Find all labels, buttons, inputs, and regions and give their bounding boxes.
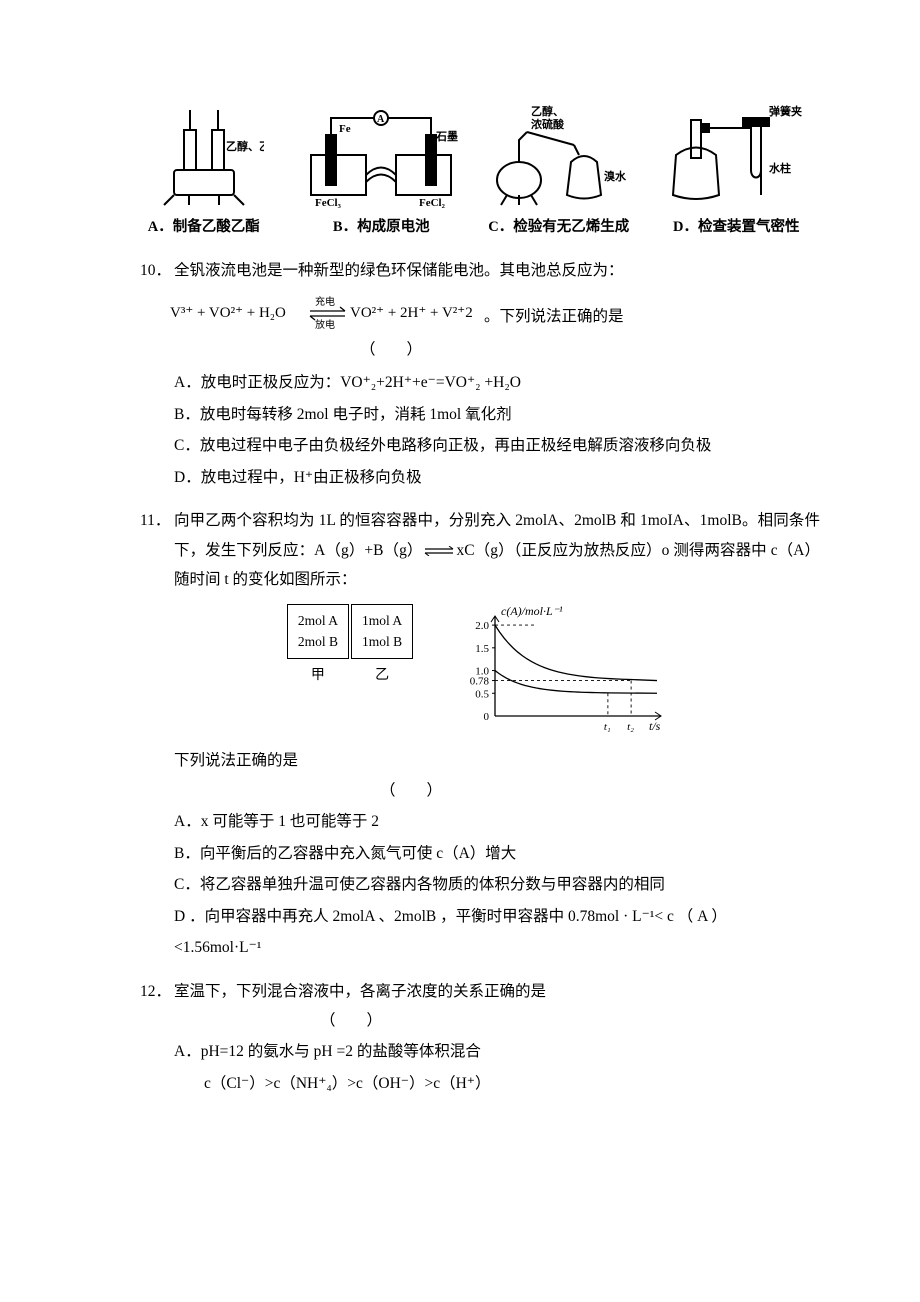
svg-text:弹簧夹: 弹簧夹 bbox=[769, 104, 802, 118]
q11-boxes: 2mol A 2mol B 1mol A 1mol B 甲 乙 bbox=[287, 604, 413, 734]
svg-text:放电: 放电 bbox=[315, 318, 335, 331]
q11-option-d-line1: D ．向甲容器中再充人 2molA 、2molB ，平衡时甲容器中 0.78mo… bbox=[174, 902, 820, 931]
q11-box-yi-l2: 1mol B bbox=[362, 632, 402, 652]
q11-box-label-yi: 乙 bbox=[375, 663, 389, 690]
q10-option-b: B．放电时每转移 2mol 电子时，消耗 1mol 氧化剂 bbox=[174, 400, 820, 429]
q11-box-jiao-l2: 2mol B bbox=[298, 632, 338, 652]
q12-intro: 室温下，下列混合溶液中，各离子浓度的关系正确的是 bbox=[174, 977, 820, 1006]
svg-text:VO²⁺ + 2H⁺ + V²⁺2: VO²⁺ + 2H⁺ + V²⁺2 bbox=[350, 305, 473, 321]
svg-text:浓硫酸: 浓硫酸 bbox=[531, 117, 565, 131]
q11-option-c: C．将乙容器单独升温可使乙容器内各物质的体积分数与甲容器内的相同 bbox=[174, 870, 820, 899]
svg-text:0.5: 0.5 bbox=[475, 689, 489, 701]
q11-paren: （ ） bbox=[380, 776, 820, 805]
q10-equation: V³⁺ + VO²⁺ + H₂O 充电 放电 VO²⁺ + 2H⁺ + V²⁺2… bbox=[170, 291, 820, 331]
figure-d: 弹簧夹 水柱 D．检查装置气密性 bbox=[653, 100, 821, 242]
svg-text:V³⁺ + VO²⁺ + H₂O: V³⁺ + VO²⁺ + H₂O bbox=[170, 305, 286, 321]
svg-text:1.5: 1.5 bbox=[475, 643, 489, 655]
figure-b-caption: B．构成原电池 bbox=[298, 214, 466, 242]
q11-box-jiao: 2mol A 2mol B bbox=[287, 604, 349, 659]
figure-c: 乙醇、 浓硫酸 溴水 C．检验有无乙烯生成 bbox=[475, 100, 643, 242]
q12-option-a-line2: c（Cl⁻）>c（NH⁺₄）>c（OH⁻）>c（H⁺） bbox=[204, 1069, 820, 1098]
figure-d-caption: D．检查装置气密性 bbox=[653, 214, 821, 242]
q11-statement: 下列说法正确的是 bbox=[174, 746, 820, 775]
q11-box-yi-l1: 1mol A bbox=[362, 611, 402, 631]
question-11: 11． 向甲乙两个容积均为 1L 的恒容容器中，分别充入 2molA、2molB… bbox=[140, 506, 820, 962]
svg-text:t/s: t/s bbox=[649, 719, 661, 733]
figure-a-caption: A．制备乙酸乙酯 bbox=[120, 214, 288, 242]
question-10: 10． 全钒液流电池是一种新型的绿色环保储能电池。其电池总反应为： V³⁺ + … bbox=[140, 256, 820, 493]
q10-option-d: D．放电过程中，H⁺由正极移向负极 bbox=[174, 463, 820, 492]
q11-box-yi: 1mol A 1mol B bbox=[351, 604, 413, 659]
svg-text:乙醇、: 乙醇、 bbox=[531, 104, 564, 118]
figure-b: A Fe 石墨 FeCl₃ FeCl₂ B．构成原电池 bbox=[298, 100, 466, 242]
q11-figure-row: 2mol A 2mol B 1mol A 1mol B 甲 乙 c(A)/mol… bbox=[140, 604, 820, 734]
svg-text:充电: 充电 bbox=[315, 295, 335, 308]
svg-text:水柱: 水柱 bbox=[769, 161, 791, 175]
svg-text:0: 0 bbox=[484, 711, 490, 723]
figure-c-caption: C．检验有无乙烯生成 bbox=[475, 214, 643, 242]
q12-option-a-line1: A．pH=12 的氨水与 pH =2 的盐酸等体积混合 bbox=[174, 1037, 820, 1066]
q10-tail: 。下列说法正确的是 bbox=[484, 302, 624, 331]
figure-a: 乙醇、乙酸 A．制备乙酸乙酯 bbox=[120, 100, 288, 242]
svg-text:FeCl₂: FeCl₂ bbox=[419, 197, 446, 209]
q10-number: 10． bbox=[140, 256, 174, 285]
q12-number: 12． bbox=[140, 977, 174, 1006]
svg-text:石墨: 石墨 bbox=[435, 130, 458, 143]
q10-option-c: C．放电过程中电子由负极经外电路移向正极，再由正极经电解质溶液移向负极 bbox=[174, 431, 820, 460]
svg-text:c(A)/mol·L⁻¹: c(A)/mol·L⁻¹ bbox=[501, 604, 563, 618]
q11-option-b: B．向平衡后的乙容器中充入氮气可使 c（A）增大 bbox=[174, 839, 820, 868]
q12-paren: （ ） bbox=[320, 1006, 820, 1035]
svg-text:t₁: t₁ bbox=[604, 721, 611, 733]
fig-a-label-1: 乙醇、乙酸 bbox=[226, 139, 264, 153]
svg-text:2.0: 2.0 bbox=[475, 621, 489, 633]
q11-number: 11． bbox=[140, 506, 174, 594]
svg-text:溴水: 溴水 bbox=[604, 169, 627, 183]
q11-intro: 向甲乙两个容积均为 1L 的恒容容器中，分别充入 2molA、2molB 和 1… bbox=[174, 506, 820, 594]
svg-text:t₂: t₂ bbox=[627, 721, 634, 733]
q10-option-a: A．放电时正极反应为：VO⁺₂+2H⁺+e⁻=VO⁺₂ +H₂O bbox=[174, 368, 820, 397]
q11-option-a: A．x 可能等于 1 也可能等于 2 bbox=[174, 807, 820, 836]
svg-text:1.0: 1.0 bbox=[475, 666, 489, 678]
svg-text:FeCl₃: FeCl₃ bbox=[315, 197, 342, 209]
svg-text:A: A bbox=[377, 114, 385, 125]
question-12: 12． 室温下，下列混合溶液中，各离子浓度的关系正确的是 （ ） A．pH=12… bbox=[140, 977, 820, 1099]
q11-box-jiao-l1: 2mol A bbox=[298, 611, 338, 631]
q11-chart: c(A)/mol·L⁻¹t/s00.50.781.01.52.0t₁t₂ bbox=[453, 604, 673, 734]
q10-paren: （ ） bbox=[360, 335, 820, 364]
q11-option-d-line2: <1.56mol·L⁻¹ bbox=[174, 933, 820, 962]
apparatus-figure-row: 乙醇、乙酸 A．制备乙酸乙酯 A Fe 石墨 bbox=[120, 100, 820, 242]
q10-intro: 全钒液流电池是一种新型的绿色环保储能电池。其电池总反应为： bbox=[174, 256, 820, 285]
svg-text:Fe: Fe bbox=[339, 123, 351, 135]
q11-box-label-jiao: 甲 bbox=[311, 663, 325, 690]
